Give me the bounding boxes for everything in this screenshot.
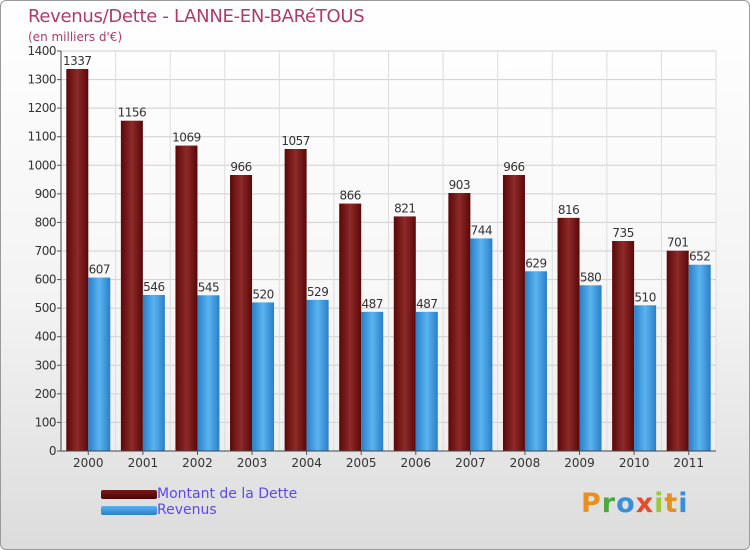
y-tick-label: 500 <box>35 301 56 315</box>
y-tick-label: 600 <box>35 273 56 287</box>
legend-label-revenus: Revenus <box>157 502 217 518</box>
y-tick-label: 800 <box>35 215 56 229</box>
bar-revenus <box>524 271 547 451</box>
logo-letter: i <box>654 488 665 519</box>
data-label-revenus: 607 <box>89 263 110 277</box>
bar-dette <box>666 250 689 451</box>
data-label-revenus: 546 <box>143 280 164 294</box>
y-tick-label: 300 <box>35 358 56 372</box>
logo-letter: t <box>664 488 679 519</box>
bar-dette <box>284 149 307 451</box>
bar-dette <box>175 145 198 452</box>
logo-letter: o <box>616 488 636 519</box>
x-tick-label: 2004 <box>291 456 322 470</box>
x-tick-label: 2010 <box>619 456 650 470</box>
legend: Montant de la Dette Revenus <box>101 486 297 518</box>
legend-item-revenus: Revenus <box>101 502 297 518</box>
chart-subtitle: (en milliers d'€) <box>28 30 123 44</box>
data-label-dette: 903 <box>449 178 470 192</box>
logo-letter: x <box>635 488 655 519</box>
y-tick-label: 100 <box>35 415 56 429</box>
data-label-dette: 1057 <box>281 134 310 148</box>
bar-revenus <box>634 305 657 451</box>
bar-dette <box>502 175 525 451</box>
y-tick-label: 1200 <box>27 101 56 115</box>
data-label-revenus: 520 <box>252 287 273 301</box>
bar-revenus <box>361 311 384 451</box>
y-tick-label: 700 <box>35 244 56 258</box>
y-tick-label: 1300 <box>27 73 56 87</box>
data-label-dette: 866 <box>340 189 361 203</box>
x-tick-label: 2001 <box>128 456 159 470</box>
data-label-revenus: 652 <box>689 250 710 264</box>
data-label-revenus: 510 <box>634 290 655 304</box>
x-tick-label: 2005 <box>346 456 377 470</box>
x-tick-label: 2000 <box>73 456 104 470</box>
logo-letter: r <box>601 488 617 519</box>
legend-swatch-debt <box>101 489 157 499</box>
bar-revenus <box>88 277 111 451</box>
bar-revenus <box>415 311 438 451</box>
data-label-dette: 701 <box>667 236 688 250</box>
bar-revenus <box>142 295 165 451</box>
proxiti-logo: Proxiti <box>581 488 689 519</box>
data-label-dette: 735 <box>612 226 633 240</box>
data-label-dette: 966 <box>230 160 251 174</box>
data-label-dette: 1337 <box>63 54 92 68</box>
bar-dette <box>612 241 635 451</box>
x-tick-label: 2007 <box>455 456 486 470</box>
bar-revenus <box>470 238 493 451</box>
y-tick-label: 400 <box>35 330 56 344</box>
bar-dette <box>66 69 89 451</box>
data-label-revenus: 487 <box>416 297 437 311</box>
data-label-revenus: 529 <box>307 285 328 299</box>
bar-dette <box>230 175 253 451</box>
y-tick-label: 1400 <box>27 44 56 58</box>
x-tick-label: 2006 <box>401 456 432 470</box>
data-label-revenus: 487 <box>362 297 383 311</box>
data-label-dette: 1156 <box>118 106 147 120</box>
x-tick-label: 2008 <box>510 456 541 470</box>
bar-revenus <box>579 285 602 451</box>
data-label-revenus: 629 <box>525 256 546 270</box>
data-label-revenus: 744 <box>471 223 492 237</box>
y-tick-label: 900 <box>35 187 56 201</box>
data-label-dette: 821 <box>394 201 415 215</box>
x-tick-label: 2003 <box>237 456 268 470</box>
data-label-revenus: 580 <box>580 270 601 284</box>
chart-title: Revenus/Dette - LANNE-EN-BARéTOUS <box>28 6 365 27</box>
data-label-revenus: 545 <box>198 280 219 294</box>
bar-revenus <box>252 302 275 451</box>
bar-dette <box>339 203 362 451</box>
y-tick-label: 200 <box>35 387 56 401</box>
y-tick-label: 0 <box>49 444 56 458</box>
bar-dette <box>393 216 416 451</box>
x-tick-label: 2009 <box>564 456 595 470</box>
legend-label-debt: Montant de la Dette <box>157 486 298 502</box>
bar-revenus <box>688 264 711 451</box>
data-label-dette: 966 <box>503 160 524 174</box>
bar-revenus <box>197 295 220 451</box>
data-label-dette: 816 <box>558 203 579 217</box>
legend-swatch-revenus <box>101 505 157 515</box>
y-tick-label: 1100 <box>27 130 56 144</box>
x-tick-label: 2011 <box>673 456 704 470</box>
data-label-dette: 1069 <box>172 131 201 145</box>
bar-revenus <box>306 299 329 451</box>
bar-dette <box>120 120 143 451</box>
bar-dette <box>448 193 471 451</box>
legend-item-debt: Montant de la Dette <box>101 486 297 502</box>
logo-letter: i <box>678 488 689 519</box>
x-tick-label: 2002 <box>182 456 213 470</box>
y-tick-label: 1000 <box>27 158 56 172</box>
logo-letter: P <box>581 488 602 519</box>
bar-dette <box>557 217 580 451</box>
